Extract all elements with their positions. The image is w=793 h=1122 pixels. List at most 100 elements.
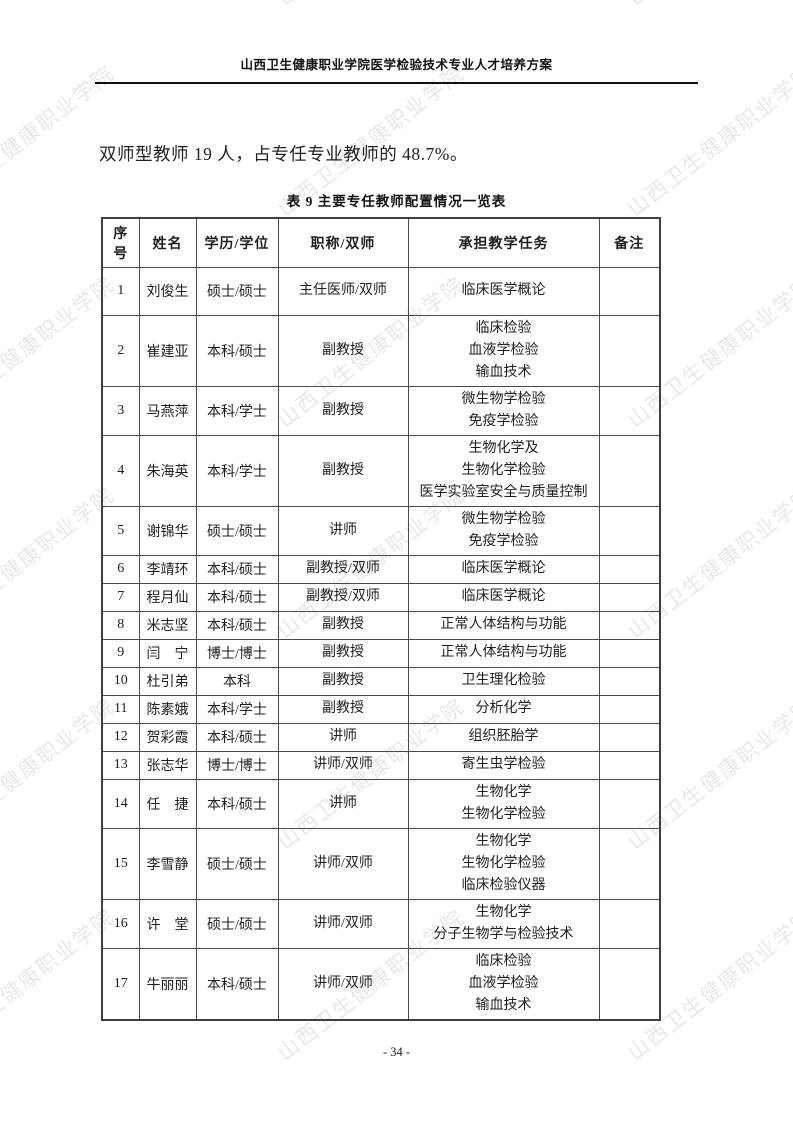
- cell-title: 副教授: [277, 694, 409, 724]
- cell-note: [598, 385, 661, 436]
- document-header: 山西卫生健康职业学院医学检验技术专业人才培养方案: [0, 0, 793, 84]
- cell-name: 谢锦华: [138, 505, 197, 556]
- task-line: 临床检验仪器: [461, 877, 546, 893]
- cell-name: 李雪静: [138, 827, 197, 900]
- header-rule: [95, 82, 698, 84]
- cell-note: [598, 750, 661, 780]
- cell-name: 马燕萍: [138, 385, 197, 436]
- cell-degree: 本科/学士: [195, 434, 279, 507]
- task-line: 组织胚胎学: [468, 729, 539, 744]
- teachers-table: 序号 姓名 学历/学位 职称/双师 承担教学任务 备注 1 刘俊生 硕士/硕士 主任医师/双师临…: [101, 216, 661, 1021]
- cell-note: [598, 947, 661, 1020]
- task-line: 临床医学概论: [461, 589, 546, 604]
- body-paragraph: 双师型教师 19 人，占专任专业教师的 48.7%。: [99, 144, 468, 164]
- cell-name: 米志坚: [138, 610, 197, 640]
- cell-tasks: 临床医学概论: [407, 582, 600, 612]
- cell-title: 讲师: [277, 722, 409, 752]
- task-line: 生物化学: [475, 904, 532, 920]
- table-row: 17 牛丽丽 本科/硕士 讲师/双师 临床检验 血液学检验 输血技术: [101, 947, 661, 1020]
- cell-tasks: 微生物学检验 免疫学检验: [407, 505, 600, 556]
- cell-no: 10: [101, 666, 140, 696]
- cell-name: 任 捷: [138, 778, 197, 829]
- cell-name: 杜引弟: [138, 666, 197, 696]
- cell-note: [598, 778, 661, 829]
- task-line: 卫生理化检验: [461, 673, 546, 688]
- page-number: - 34 -: [382, 1045, 411, 1059]
- cell-name: 牛丽丽: [138, 947, 197, 1020]
- cell-name: 李靖环: [138, 554, 197, 584]
- table-row: 5 谢锦华 硕士/硕士 讲师 微生物学检验 免疫学检验: [101, 505, 661, 556]
- task-line: 生物化学: [475, 833, 532, 849]
- task-line: 输血技术: [475, 997, 532, 1013]
- table-row: 1 刘俊生 硕士/硕士 主任医师/双师 临床医学概论: [101, 266, 661, 316]
- cell-tasks: 寄生虫学检验: [407, 750, 600, 780]
- cell-note: [598, 582, 661, 612]
- table-row: 16 许 堂硕士/硕士 讲师/双师 生物化学 分子生物学与检验技术: [101, 898, 661, 949]
- cell-degree: 硕士/硕士: [195, 898, 279, 949]
- task-line: 免疫学检验: [468, 533, 539, 549]
- cell-no: 5: [101, 505, 140, 556]
- task-line: 微生物学检验: [461, 511, 546, 527]
- table-row: 2 崔建亚 本科/硕士 副教授 临床检验 血液学检验 输血技术: [101, 314, 661, 387]
- cell-title: 副教授: [277, 638, 409, 668]
- cell-degree: 硕士/硕士: [195, 827, 279, 900]
- cell-no: 17: [101, 947, 140, 1020]
- table-row: 14 任 捷本科/硕士 讲师 生物化学 生物化学检验: [101, 778, 661, 829]
- cell-degree: 本科/硕士: [195, 722, 279, 752]
- cell-no: 2: [101, 314, 140, 387]
- cell-name: 崔建亚: [138, 314, 197, 387]
- cell-degree: 本科/硕士: [195, 778, 279, 829]
- table-row: 3 马燕萍 本科/学士 副教授 微生物学检验 免疫学检验: [101, 385, 661, 436]
- cell-name: 朱海英: [138, 434, 197, 507]
- cell-note: [598, 610, 661, 640]
- cell-no: 16: [101, 898, 140, 949]
- cell-name: 贺彩霞: [138, 722, 197, 752]
- cell-title: 讲师: [277, 778, 409, 829]
- cell-title: 讲师/双师: [277, 750, 409, 780]
- cell-note: [598, 314, 661, 387]
- cell-tasks: 临床医学概论: [407, 266, 600, 316]
- cell-title: 讲师/双师: [277, 827, 409, 900]
- column-header: 序号: [101, 217, 140, 268]
- table-row: 10 杜引弟 本科 副教授 卫生理化检验: [101, 666, 661, 696]
- task-line: 输血技术: [475, 364, 532, 380]
- cell-title: 副教授: [277, 434, 409, 507]
- task-line: 临床检验: [475, 320, 532, 336]
- cell-note: [598, 554, 661, 584]
- cell-note: [598, 266, 661, 316]
- task-line: 寄生虫学检验: [461, 757, 546, 772]
- cell-note: [598, 722, 661, 752]
- table-row: 7 程月仙 本科/硕士 副教授/双师 临床医学概论: [101, 582, 661, 612]
- cell-degree: 硕士/硕士: [195, 266, 279, 316]
- cell-degree: 本科/硕士: [195, 314, 279, 387]
- task-line: 临床检验: [475, 953, 532, 969]
- cell-note: [598, 434, 661, 507]
- cell-title: 讲师: [277, 505, 409, 556]
- cell-no: 4: [101, 434, 140, 507]
- task-line: 临床医学概论: [461, 561, 546, 576]
- cell-degree: 本科/硕士: [195, 554, 279, 584]
- cell-name: 许 堂: [138, 898, 197, 949]
- cell-tasks: 生物化学 分子生物学与检验技术: [407, 898, 600, 949]
- cell-degree: 本科: [195, 666, 279, 696]
- task-line: 生物化学检验: [461, 855, 546, 871]
- cell-note: [598, 638, 661, 668]
- column-header: 姓名: [138, 217, 197, 268]
- cell-note: [598, 694, 661, 724]
- task-line: 微生物学检验: [461, 391, 546, 407]
- table-header-row: 序号 姓名 学历/学位 职称/双师 承担教学任务 备注: [101, 217, 661, 268]
- cell-no: 3: [101, 385, 140, 436]
- cell-tasks: 临床医学概论: [407, 554, 600, 584]
- task-line: 正常人体结构与功能: [440, 645, 567, 660]
- task-line: 血液学检验: [468, 342, 539, 358]
- cell-title: 副教授: [277, 385, 409, 436]
- task-line: 正常人体结构与功能: [440, 617, 567, 632]
- cell-title: 讲师/双师: [277, 898, 409, 949]
- cell-name: 闫 宁: [138, 638, 197, 668]
- table-row: 12 贺彩霞 本科/硕士 讲师 组织胚胎学: [101, 722, 661, 752]
- page-content: 山西卫生健康职业学院医学检验技术专业人才培养方案 双师型教师 19 人，占专任专…: [0, 0, 793, 1021]
- cell-no: 8: [101, 610, 140, 640]
- table-row: 8 米志坚 本科/硕士 副教授 正常人体结构与功能: [101, 610, 661, 640]
- table-row: 6 李靖环 本科/硕士 副教授/双师 临床医学概论: [101, 554, 661, 584]
